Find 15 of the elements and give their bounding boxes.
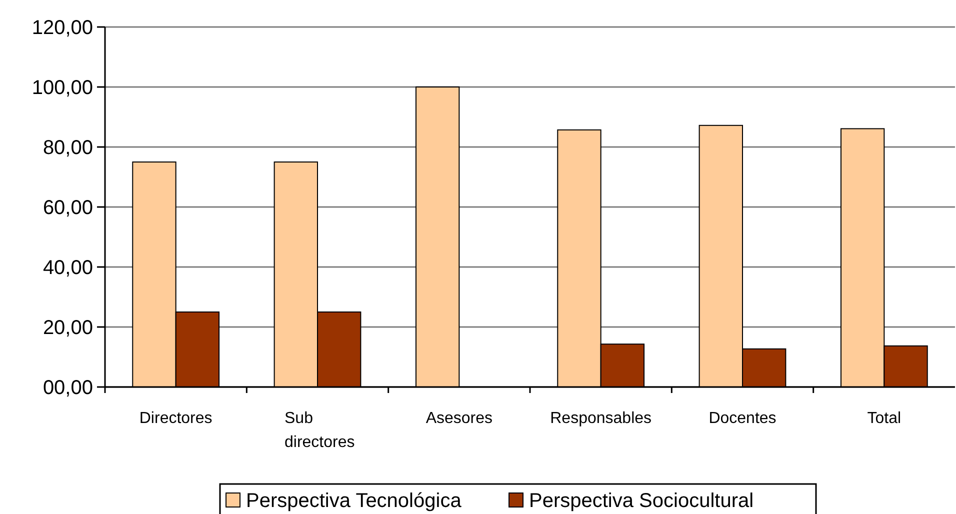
x-tick-label: Sub directores (284, 410, 355, 451)
x-tick-label: Docentes (708, 410, 776, 427)
x-tick-label: Total (867, 410, 902, 427)
legend-label: Perspectiva Tecnológica (246, 490, 462, 512)
y-tick-label: 80,00 (42, 137, 93, 159)
x-tick-label: Asesores (426, 410, 493, 427)
y-tick-label: 20,00 (42, 317, 93, 339)
y-tick-label: 00,00 (42, 377, 93, 399)
x-tick-label: Directores (139, 410, 212, 427)
y-tick-label: 60,00 (42, 197, 93, 219)
y-tick-label: 100,00 (32, 77, 93, 99)
x-tick-label: Responsables (550, 410, 652, 427)
y-tick-label: 40,00 (42, 257, 93, 279)
legend-label: Perspectiva Sociocultural (529, 490, 754, 512)
y-tick-label: 120,00 (32, 17, 93, 39)
